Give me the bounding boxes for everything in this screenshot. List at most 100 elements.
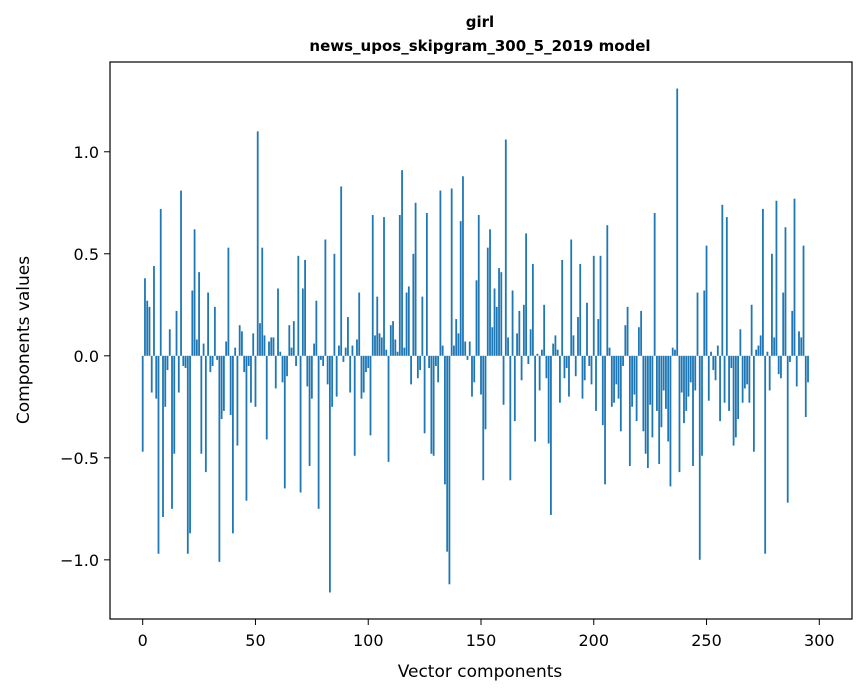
bar-292: [800, 337, 803, 356]
y-tick-label-0: −1.0: [60, 551, 99, 570]
bar-193: [577, 317, 579, 356]
bar-99: [365, 355, 367, 373]
bar-24: [195, 339, 198, 356]
x-axis: 0 50 100 150 200 250 300: [138, 619, 835, 650]
bar-12: [168, 329, 171, 356]
bar-227: [653, 212, 656, 356]
bar-108: [385, 349, 388, 356]
bar-222: [642, 355, 645, 432]
bar-69: [297, 255, 300, 356]
bar-291: [798, 331, 800, 356]
bar-152: [484, 355, 487, 430]
bar-137: [450, 188, 453, 356]
bar-14: [173, 355, 176, 454]
bar-261: [730, 355, 733, 369]
bar-158: [498, 268, 500, 356]
bar-240: [683, 355, 685, 424]
bar-118: [407, 286, 410, 356]
bar-185: [559, 355, 561, 403]
bar-13: [171, 355, 173, 509]
x-tick-label-0: 0: [138, 631, 148, 650]
bar-49: [252, 333, 255, 356]
bar-28: [204, 355, 207, 473]
bar-83: [328, 355, 331, 593]
bar-225: [649, 355, 652, 405]
bar-272: [755, 349, 758, 356]
bar-224: [646, 355, 649, 469]
bar-180: [547, 355, 550, 444]
bar-142: [462, 176, 464, 356]
bar-265: [739, 329, 742, 356]
y-axis: −1.0 −0.5 0.0 0.5 1.0: [60, 143, 110, 570]
bar-129: [432, 355, 435, 456]
bar-124: [421, 296, 424, 356]
bar-168: [520, 355, 523, 381]
bar-55: [265, 355, 268, 440]
bar-194: [579, 263, 582, 356]
bar-4: [150, 355, 153, 393]
bar-213: [622, 355, 624, 366]
bar-144: [466, 355, 469, 360]
bar-149: [477, 215, 480, 356]
bar-139: [455, 319, 458, 356]
bar-183: [554, 335, 557, 356]
bar-208: [610, 355, 613, 407]
bar-19: [184, 355, 187, 369]
bar-128: [430, 355, 433, 454]
bar-156: [493, 288, 496, 356]
bar-215: [626, 306, 629, 356]
bar-29: [207, 292, 209, 356]
bar-100: [367, 355, 370, 369]
bar-223: [644, 355, 647, 454]
bar-220: [637, 327, 640, 356]
bar-217: [631, 355, 633, 407]
bar-53: [261, 247, 264, 356]
bar-239: [680, 355, 683, 393]
bar-7: [157, 355, 160, 554]
bar-120: [412, 253, 415, 356]
bar-170: [525, 233, 527, 356]
bar-189: [568, 355, 570, 397]
y-tick-label-4: 1.0: [74, 143, 99, 162]
bar-117: [405, 292, 408, 356]
bar-190: [570, 239, 573, 356]
bar-150: [480, 355, 482, 395]
bar-32: [213, 306, 216, 356]
bar-57: [270, 337, 273, 356]
bar-263: [734, 355, 737, 438]
x-axis-label: Vector components: [398, 662, 563, 682]
bar-50: [254, 355, 257, 407]
bar-253: [712, 355, 715, 371]
bar-242: [687, 355, 690, 397]
bar-114: [398, 215, 401, 356]
bar-169: [522, 304, 525, 356]
bar-54: [263, 335, 266, 356]
bar-97: [360, 355, 363, 399]
bar-177: [540, 349, 543, 356]
bar-39: [229, 355, 232, 415]
bar-45: [243, 355, 246, 373]
bar-211: [617, 355, 620, 399]
bar-74: [308, 355, 311, 466]
bar-216: [628, 355, 631, 466]
bar-112: [394, 339, 397, 356]
bar-173: [531, 263, 534, 356]
bar-256: [719, 355, 721, 422]
bar-5: [153, 266, 155, 356]
bar-201: [595, 355, 597, 411]
bar-174: [534, 355, 537, 442]
bar-278: [768, 355, 771, 391]
bar-107: [383, 217, 385, 356]
bar-121: [414, 202, 417, 356]
bar-0: [141, 355, 144, 452]
x-tick-label-50: 50: [245, 631, 265, 650]
bar-110: [389, 325, 392, 356]
bar-287: [789, 355, 791, 362]
bar-82: [326, 355, 329, 385]
bar-286: [786, 355, 789, 503]
bar-66: [290, 347, 293, 356]
bar-79: [319, 355, 322, 360]
bar-136: [448, 355, 451, 585]
